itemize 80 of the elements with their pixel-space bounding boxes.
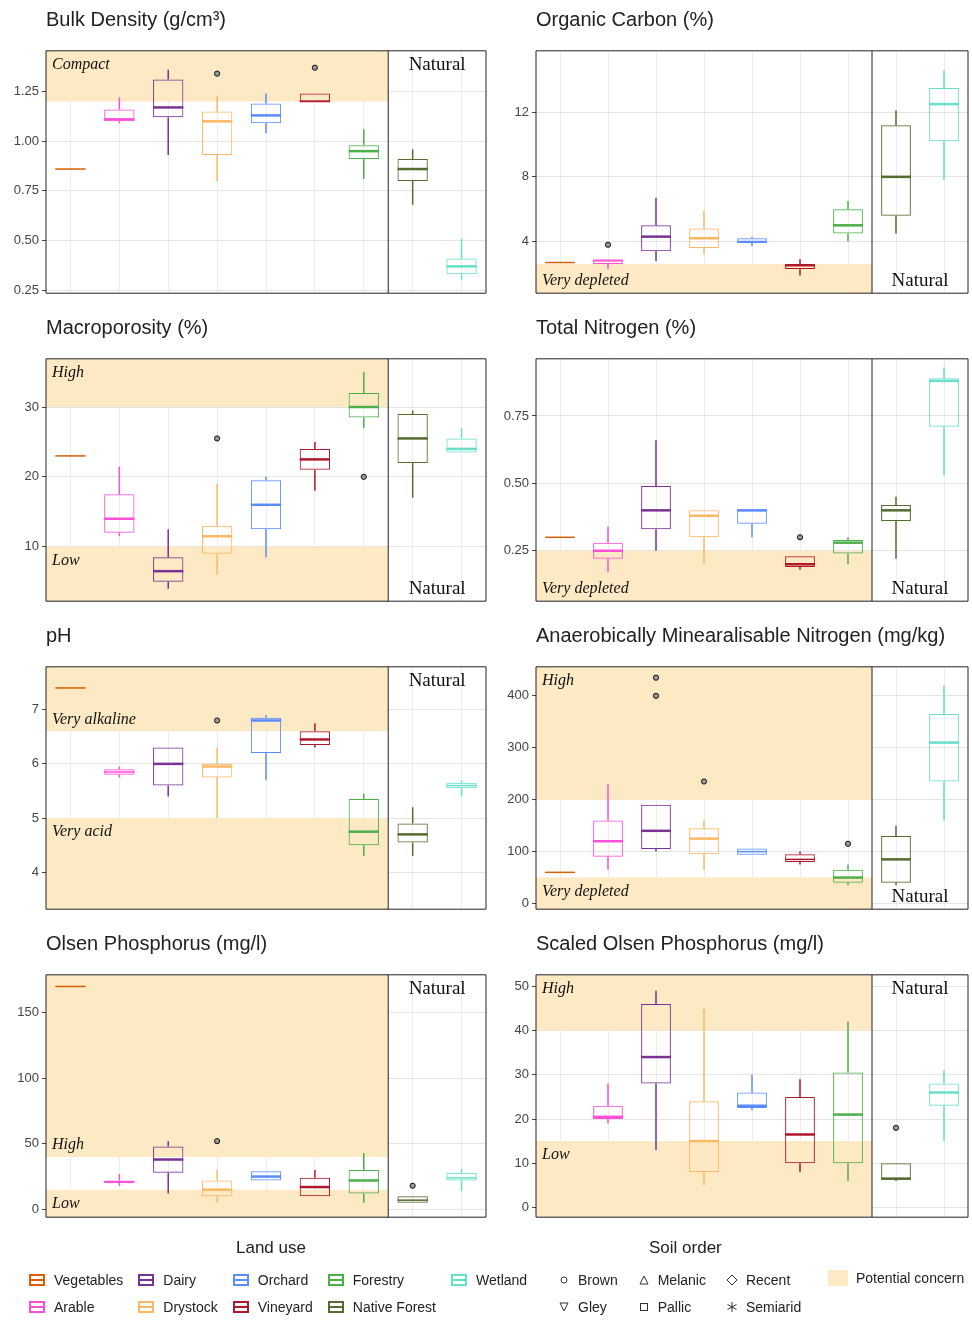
text: Semiarid	[745, 1298, 802, 1315]
annotation: Natural	[408, 52, 466, 74]
chart-title: Total Nitrogen (%)	[536, 316, 697, 339]
y-tick-label: 5	[31, 809, 39, 825]
y-tick-label: 0.75	[13, 182, 39, 198]
text: Recent	[745, 1271, 791, 1288]
y-tick-label: 50	[24, 1135, 39, 1151]
text: Orchard	[257, 1271, 309, 1288]
y-tick-label: 30	[514, 1066, 529, 1082]
band-label: High	[51, 1135, 84, 1154]
y-tick-label: 200	[507, 791, 529, 807]
text: Vineyard	[257, 1298, 313, 1315]
y-tick-label: 0.75	[503, 407, 529, 423]
y-tick-label: 7	[31, 701, 39, 717]
chart-title: Scaled Olsen Phosphorus (mg/l)	[536, 932, 824, 955]
chart-title: Macroporosity (%)	[46, 316, 209, 339]
band-label: Very depleted	[542, 579, 630, 598]
band-label: Compact	[52, 55, 111, 73]
y-tick-label: 400	[507, 687, 529, 703]
annotation: Natural	[408, 976, 466, 998]
text: Dairy	[163, 1271, 196, 1288]
y-tick-label: 300	[507, 739, 529, 755]
band-label: Very acid	[52, 822, 113, 841]
y-tick-label: 100	[507, 843, 529, 859]
y-tick-label: 12	[514, 103, 529, 119]
chart-title: Anaerobically Minearalisable Nitrogen (mg/kg)	[536, 624, 946, 647]
y-tick-label: 0.50	[13, 232, 39, 248]
annotation: Natural	[891, 885, 949, 907]
annotation: Natural	[891, 269, 949, 291]
y-tick-label: 40	[514, 1022, 529, 1038]
text: Drystock	[163, 1298, 218, 1315]
text: Wetland	[476, 1271, 528, 1288]
text: Arable	[54, 1298, 95, 1315]
y-tick-label: 0	[521, 1199, 529, 1215]
band-label: Low	[51, 550, 80, 568]
chart-title: pH	[46, 624, 72, 647]
text: Gley	[578, 1298, 607, 1315]
band-label: Low	[51, 1193, 80, 1211]
y-tick-label: 20	[514, 1110, 529, 1126]
y-tick-label: 0	[31, 1200, 39, 1216]
y-tick-label: 6	[31, 755, 39, 771]
chart-title: Olsen Phosphorus (mg/l)	[46, 932, 268, 955]
band-label: Very depleted	[542, 271, 630, 290]
annotation: Natural	[408, 577, 466, 599]
y-tick-label: 30	[24, 398, 39, 414]
y-tick-label: 4	[521, 233, 529, 249]
y-tick-label: 10	[514, 1154, 529, 1170]
y-tick-label: 0.25	[13, 281, 39, 297]
chart-title: Organic Carbon (%)	[536, 8, 714, 31]
band-label: High	[541, 671, 574, 689]
y-tick-label: 1.00	[13, 132, 39, 148]
band-label: High	[51, 363, 84, 381]
y-tick-label: 4	[31, 863, 39, 879]
text: Forestry	[352, 1271, 405, 1288]
y-tick-label: 100	[17, 1069, 39, 1085]
y-tick-label: 8	[521, 168, 529, 184]
y-tick-label: 150	[17, 1004, 39, 1020]
text: Native Forest	[352, 1298, 437, 1315]
band-label: High	[541, 979, 574, 997]
y-tick-label: 1.25	[13, 83, 39, 99]
chart-title: Bulk Density (g/cm³)	[46, 8, 227, 31]
annotation: Natural	[408, 668, 466, 690]
band-label: Very alkaline	[52, 709, 136, 728]
y-tick-label: 0.25	[503, 542, 529, 558]
y-tick-label: 50	[514, 977, 529, 993]
annotation: Natural	[891, 976, 949, 998]
text: Soil order	[649, 1238, 722, 1258]
text: Pallic	[657, 1298, 692, 1315]
y-tick-label: 0	[521, 895, 529, 911]
text: Potential concern	[856, 1270, 965, 1286]
text: Land use	[236, 1238, 306, 1258]
text: Melanic	[657, 1271, 706, 1288]
y-tick-label: 20	[24, 468, 39, 484]
text: Brown	[578, 1271, 618, 1288]
y-tick-label: 10	[24, 538, 39, 554]
text: Vegetables	[54, 1271, 124, 1288]
annotation: Natural	[891, 577, 949, 599]
band-label: Low	[541, 1145, 570, 1163]
y-tick-label: 0.50	[503, 474, 529, 490]
band-label: Very depleted	[542, 881, 630, 900]
